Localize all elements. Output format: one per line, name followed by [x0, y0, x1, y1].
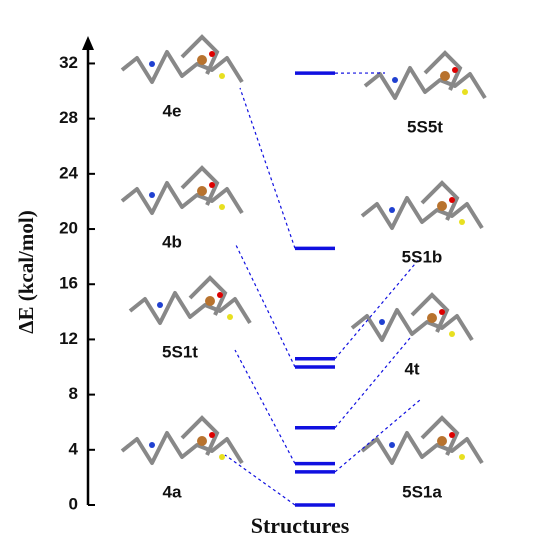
y-tick-label: 28	[59, 108, 78, 127]
structure-label: 5S1b	[402, 247, 443, 266]
atom-s	[219, 73, 225, 79]
structure-label: 5S1a	[402, 482, 442, 501]
atom-o	[452, 67, 458, 73]
atom-o	[217, 292, 223, 298]
y-tick-label: 8	[69, 384, 78, 403]
atom-o	[209, 51, 215, 57]
structure-label: 5S5t	[407, 117, 443, 136]
connector	[335, 338, 410, 428]
connector	[235, 350, 295, 464]
structure-label: 4b	[162, 232, 182, 251]
atom-metal	[197, 186, 207, 196]
atom-o	[449, 197, 455, 203]
y-tick-label: 12	[59, 329, 78, 348]
connector	[225, 455, 295, 505]
atom-s	[449, 331, 455, 337]
atom-n	[157, 302, 163, 308]
atom-s	[462, 89, 468, 95]
atom-s	[219, 204, 225, 210]
y-tick-label: 4	[69, 439, 79, 458]
connector	[240, 88, 295, 248]
atom-metal	[197, 436, 207, 446]
atom-o	[439, 309, 445, 315]
atom-metal	[437, 201, 447, 211]
structure-label: 4t	[404, 359, 419, 378]
structure-label: 5S1t	[162, 342, 198, 361]
atom-n	[379, 319, 385, 325]
structure-label: 4e	[163, 101, 182, 120]
atom-n	[149, 61, 155, 67]
y-tick-label: 0	[69, 494, 78, 513]
atom-n	[389, 442, 395, 448]
atom-metal	[427, 313, 437, 323]
atom-metal	[205, 296, 215, 306]
atom-n	[149, 192, 155, 198]
connector	[235, 243, 295, 367]
atom-n	[392, 77, 398, 83]
atom-metal	[440, 71, 450, 81]
y-tick-label: 32	[59, 53, 78, 72]
atom-s	[459, 454, 465, 460]
connector	[335, 258, 420, 359]
atom-n	[389, 207, 395, 213]
chart: ΔE (kcal/mol) Structures 0 4 8 12 16 20 24 28 32…	[0, 0, 535, 543]
atom-n	[149, 442, 155, 448]
atom-o	[209, 182, 215, 188]
y-axis-arrow	[82, 36, 94, 50]
atom-o	[209, 432, 215, 438]
atom-metal	[437, 436, 447, 446]
y-tick-label: 20	[59, 219, 78, 238]
y-tick-label: 16	[59, 274, 78, 293]
atom-o	[449, 432, 455, 438]
atom-s	[459, 219, 465, 225]
structure-label: 4a	[163, 482, 182, 501]
y-tick-label: 24	[59, 163, 78, 182]
atom-s	[227, 314, 233, 320]
x-axis-title: Structures	[251, 513, 350, 538]
y-axis-title: ΔE (kcal/mol)	[14, 210, 38, 333]
atom-metal	[197, 55, 207, 65]
atom-s	[219, 454, 225, 460]
